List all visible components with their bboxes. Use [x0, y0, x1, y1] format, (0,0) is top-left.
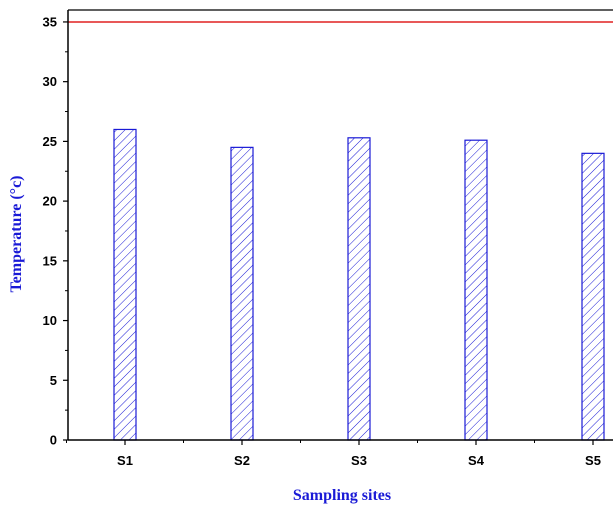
y-tick-label: 15 [43, 253, 57, 268]
bar-s3 [347, 137, 371, 441]
bar-s1 [113, 128, 137, 441]
y-tick-label: 5 [50, 373, 57, 388]
bar-s4 [464, 139, 488, 441]
x-tick-label: S1 [117, 453, 133, 468]
y-tick-label: 25 [43, 134, 57, 149]
x-tick-label: S3 [351, 453, 367, 468]
ticks: 0 5 10 15 20 25 30 35 S1 S2 S3 S4 S5 [43, 14, 601, 468]
y-axis-title: Temperature (°c) [8, 175, 25, 292]
y-tick-label: 10 [43, 313, 57, 328]
y-tick-label: 35 [43, 14, 57, 29]
y-tick-label: 20 [43, 194, 57, 209]
bar-s5 [581, 152, 605, 441]
x-axis-title: Sampling sites [293, 487, 391, 504]
axes [67, 9, 613, 441]
x-tick-label: S4 [468, 453, 485, 468]
bar-s2 [230, 146, 254, 441]
bars [113, 128, 605, 441]
y-tick-label: 30 [43, 74, 57, 89]
x-tick-label: S2 [234, 453, 250, 468]
x-tick-label: S5 [585, 453, 601, 468]
y-tick-label: 0 [50, 433, 57, 448]
